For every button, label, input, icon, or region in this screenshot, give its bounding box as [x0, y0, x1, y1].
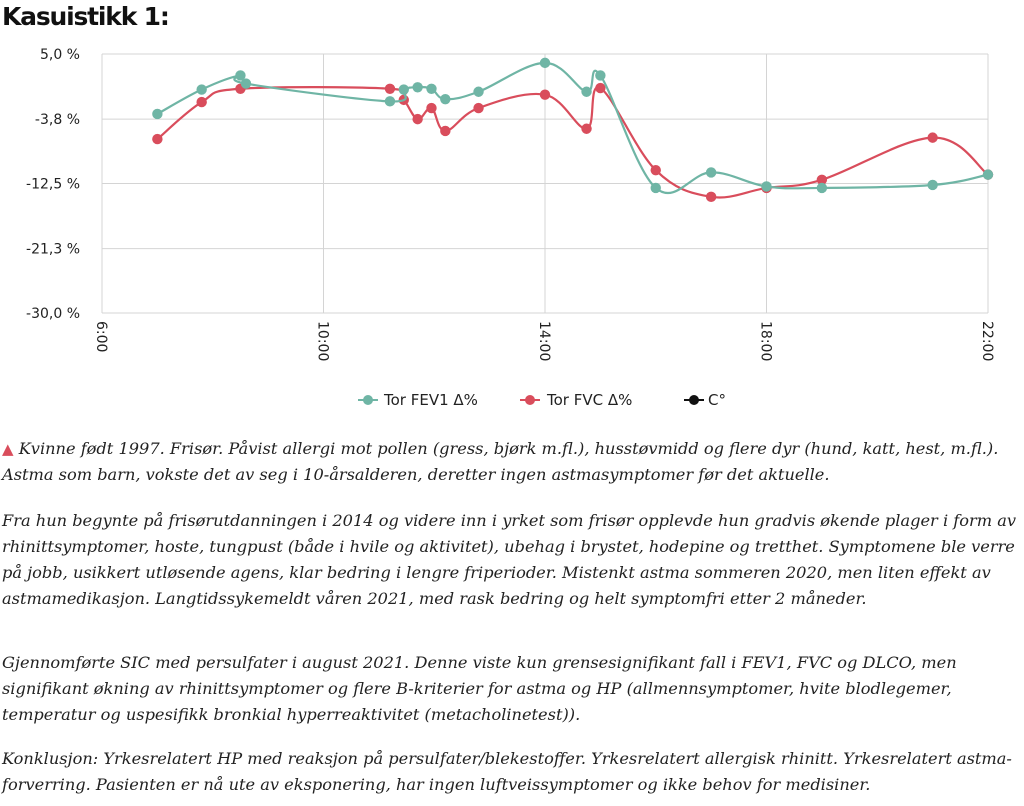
legend-label-fev1[interactable]: Tor FEV1 Δ% [383, 391, 478, 409]
case-paragraph-intro-text: Kvinne født 1997. Frisør. Påvist allergi… [2, 439, 999, 484]
data-point-fev1 [816, 182, 828, 194]
chart-legend[interactable]: Tor FEV1 Δ% Tor FVC Δ% C° [358, 391, 726, 409]
x-tick-label: 14:00 [536, 321, 552, 361]
y-tick-label: -12,5 % [26, 177, 80, 193]
data-point-fev1 [384, 96, 396, 107]
page-heading: Kasuistikk 1: [2, 2, 170, 31]
data-point-fvc [384, 83, 396, 94]
data-point-fvc [816, 174, 828, 185]
x-tick-label: 18:00 [758, 321, 774, 361]
data-point-fev1 [595, 70, 606, 81]
line-chart: 5,0 % -3,8 % -12,5 % -21,3 % -30,0 % 6:00 10:… [26, 47, 995, 409]
legend-marker-fvc[interactable] [525, 395, 535, 405]
data-point-fev1 [412, 82, 423, 93]
data-point-fev1 [761, 181, 772, 192]
case-paragraph-sic: Gjennomførte SIC med persulfater i augus… [2, 653, 957, 724]
x-tick-label: 6:00 [93, 321, 109, 352]
data-point-fvc [152, 133, 163, 145]
data-point-fev1 [473, 86, 484, 97]
y-tick-label: -30,0 % [26, 306, 80, 322]
data-point-fvc [426, 102, 437, 114]
x-tick-label: 22:00 [979, 321, 995, 361]
case-paragraph-history: Fra hun begynte på frisørutdanningen i 2… [2, 511, 1017, 608]
data-point-fvc [650, 164, 661, 176]
data-point-fev1 [705, 167, 717, 178]
case-paragraph-conclusion: Konklusjon: Yrkesrelatert HP med reaksjo… [2, 749, 1012, 794]
data-point-fvc [196, 96, 207, 108]
data-point-fev1 [398, 84, 409, 95]
data-point-fvc [595, 82, 606, 94]
data-point-fev1 [152, 108, 163, 120]
y-tick-label: -3,8 % [35, 112, 80, 128]
case-paragraph-intro: ▲ Kvinne født 1997. Frisør. Påvist aller… [2, 436, 1020, 488]
data-point-fev1 [440, 93, 451, 105]
data-point-fev1 [235, 70, 246, 81]
data-point-fvc [581, 123, 592, 134]
data-point-fev1 [539, 57, 551, 69]
warning-triangle-icon: ▲ [2, 440, 14, 458]
y-axis-ticks: 5,0 % -3,8 % -12,5 % -21,3 % -30,0 % [26, 47, 80, 322]
legend-label-temperature[interactable]: C° [708, 391, 726, 409]
chart-series [152, 57, 994, 203]
series-line-fvc [156, 86, 989, 199]
data-point-fvc [412, 113, 423, 125]
data-point-fev1 [982, 169, 994, 180]
legend-marker-temperature[interactable] [689, 395, 699, 405]
x-axis-ticks: 6:00 10:00 14:00 18:00 22:00 [93, 321, 995, 361]
y-tick-label: 5,0 % [40, 47, 80, 63]
data-point-fvc [705, 191, 717, 203]
data-point-fvc [539, 89, 551, 100]
x-tick-label: 10:00 [315, 321, 331, 361]
data-point-fev1 [650, 182, 661, 194]
data-point-fev1 [240, 78, 252, 89]
series-line-fev1 [156, 61, 989, 195]
y-tick-label: -21,3 % [26, 242, 80, 258]
data-point-fev1 [581, 86, 592, 97]
legend-marker-fev1[interactable] [363, 395, 373, 405]
data-point-fvc [473, 102, 484, 114]
legend-label-fvc[interactable]: Tor FVC Δ% [546, 391, 632, 409]
data-point-fev1 [927, 179, 938, 191]
data-point-fev1 [196, 84, 207, 95]
data-point-fev1 [426, 83, 437, 94]
data-point-fvc [927, 132, 938, 143]
chart-grid [101, 53, 989, 314]
data-point-fvc [440, 125, 451, 137]
